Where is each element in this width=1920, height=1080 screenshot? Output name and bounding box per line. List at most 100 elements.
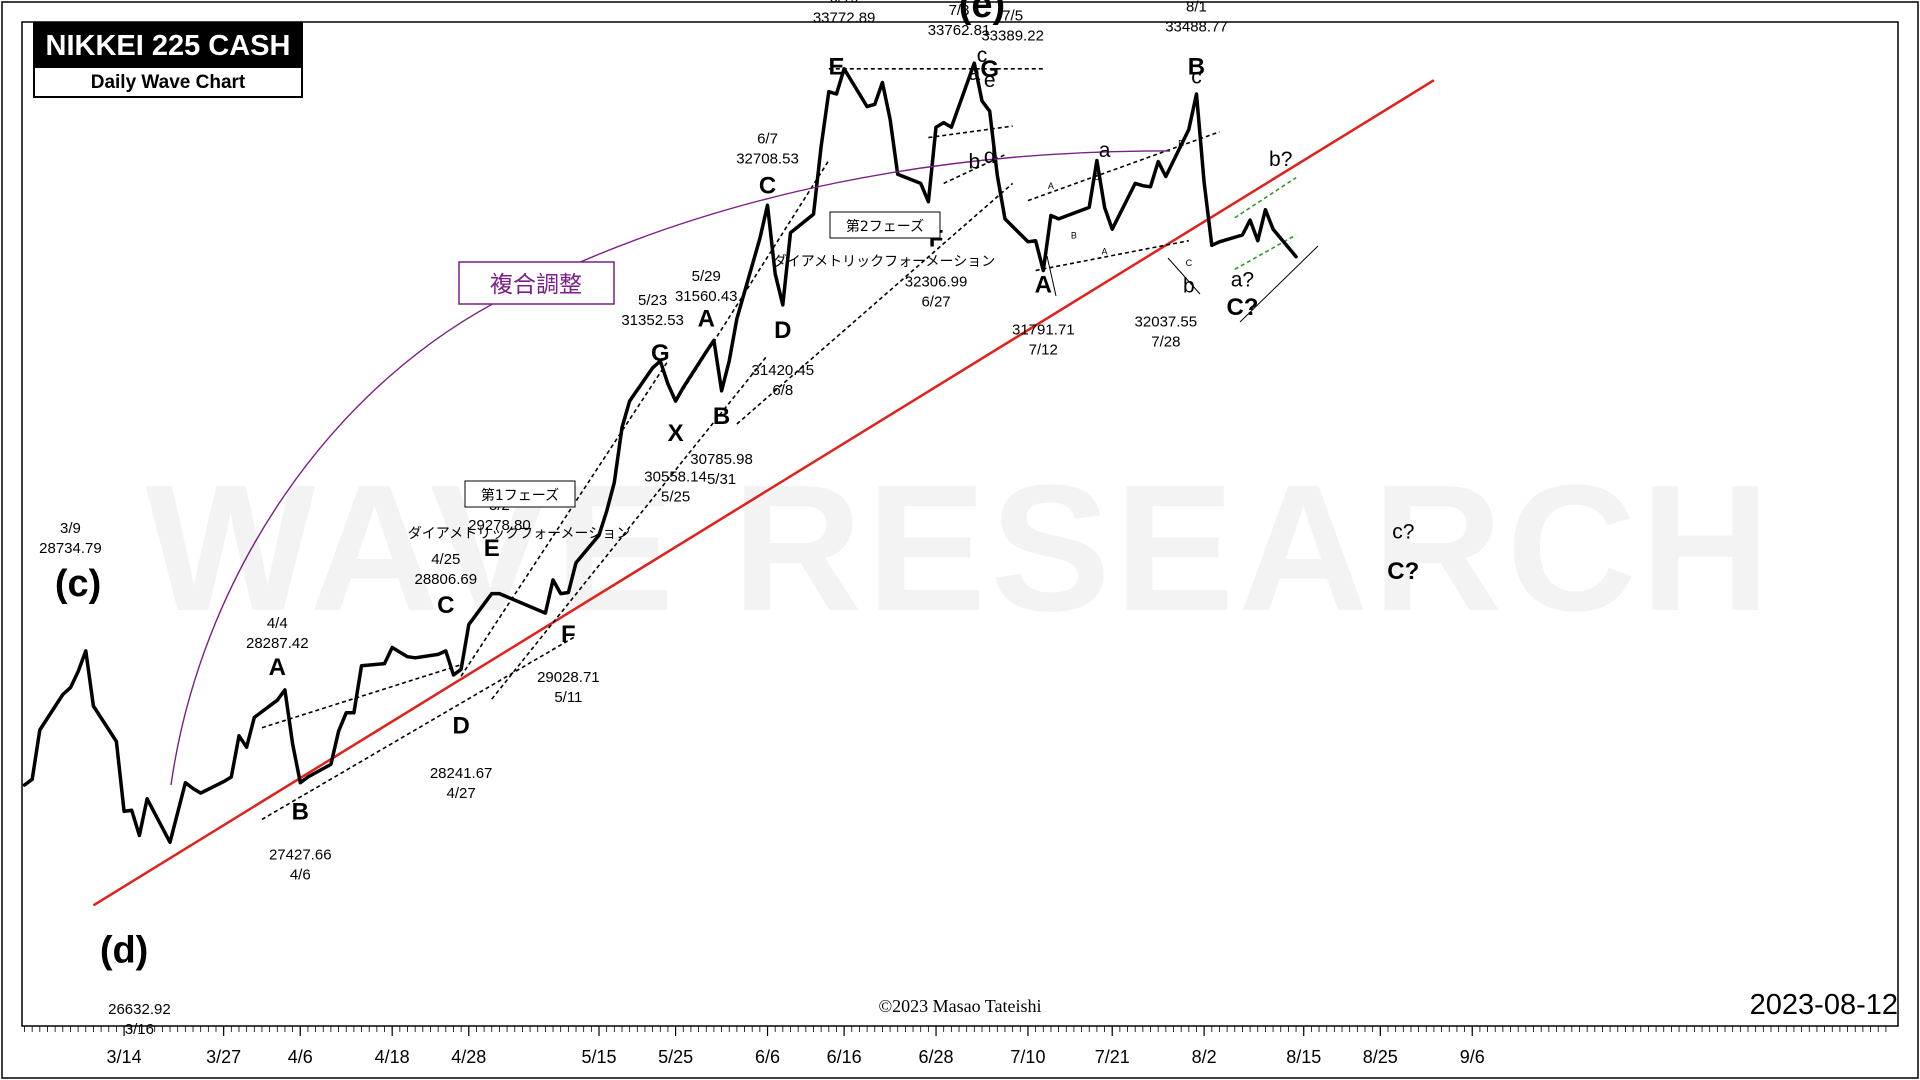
annot-value-1: 26632.92 [108, 1001, 171, 1018]
wave-label-6: C [437, 592, 454, 619]
wave-label-12: A [698, 306, 715, 333]
annot-date-12: 6/7 [757, 130, 778, 147]
annot-value-13: 31420.45 [752, 362, 815, 379]
chart-title: NIKKEI 225 CASH [35, 24, 301, 68]
guide-line-3 [491, 354, 769, 700]
annotation-layer: 3/928734.7926632.923/164/428287.4227427.… [39, 0, 1228, 1038]
wave-label-32: c? [1392, 521, 1414, 544]
phase2-box [829, 211, 941, 239]
annot-date-17: 7/5 [1002, 8, 1023, 25]
phase-boxes: 複合調整 第1フェーズ ダイアメトリックフォーメーション 第2フェーズ ダイアメ… [408, 211, 995, 542]
wave-label-16: E [828, 54, 844, 81]
x-tick-label-3: 4/18 [375, 1047, 410, 1067]
annot-date-8: 5/23 [638, 292, 667, 309]
guide-lines-layer [261, 67, 1297, 821]
wave-label-19: A [1035, 271, 1052, 298]
x-tick-label-13: 8/15 [1286, 1047, 1321, 1067]
annot-value-0: 28734.79 [39, 540, 102, 557]
guide-line-5 [736, 182, 1014, 425]
price-line-0 [22, 61, 1298, 845]
wave-label-8: E [484, 535, 500, 562]
annot-value-2: 28287.42 [246, 635, 309, 652]
annot-date-19: 7/28 [1151, 334, 1180, 351]
x-tick-label-9: 6/28 [919, 1047, 954, 1067]
annot-value-8: 31352.53 [621, 312, 684, 329]
green-guide-0 [1234, 176, 1297, 219]
annot-date-2: 4/4 [267, 615, 288, 632]
phase2-diametric: ダイアメトリックフォーメーション [773, 254, 995, 270]
wave-labels-layer: (c)(d)(D)/(I)(e)ABCDEFGXABCDEFGABabcdeab… [55, 0, 1419, 972]
annot-value-7: 29028.71 [537, 669, 600, 686]
x-tick-label-0: 3/14 [107, 1047, 142, 1067]
annot-value-18: 31791.71 [1012, 322, 1075, 339]
annot-date-16: 7/3 [949, 2, 970, 19]
annot-date-0: 3/9 [60, 520, 81, 537]
annot-date-5: 4/27 [447, 785, 476, 802]
wave-label-21: a [968, 62, 980, 85]
annot-date-7: 5/11 [554, 689, 582, 706]
phase2-label: 第2フェーズ [846, 218, 924, 235]
price-series-layer [22, 61, 1298, 845]
annot-value-4: 28806.69 [415, 571, 478, 588]
guide-line-10 [1035, 239, 1189, 272]
wave-label-20: B [1188, 54, 1205, 81]
annot-value-6: 29278.80 [468, 517, 531, 534]
wave-label-9: F [561, 621, 576, 648]
wave-label-5: B [292, 798, 309, 825]
wave-label-31: C? [1226, 294, 1258, 321]
wave-label-7: D [452, 712, 469, 739]
annot-value-19: 32037.55 [1135, 314, 1198, 331]
x-tick-label-6: 5/25 [658, 1047, 693, 1067]
mini-label-5: C [1186, 258, 1193, 268]
phase1-box [464, 480, 576, 508]
fukugou-label: 複合調整 [490, 272, 582, 298]
annot-date-3: 4/6 [290, 867, 311, 884]
wave-label-22: b [968, 150, 980, 173]
date-stamp: 2023-08-12 [1750, 989, 1898, 1021]
annot-value-15: 32306.99 [905, 274, 968, 291]
wave-label-28: c [1191, 66, 1202, 89]
trendline-layer [92, 79, 1435, 907]
annot-date-10: 5/29 [692, 268, 721, 285]
annot-value-20: 33488.77 [1165, 18, 1228, 35]
x-tick-label-4: 4/28 [451, 1047, 486, 1067]
wave-label-15: D [774, 317, 791, 344]
watermark: WAVE RESEARCH [146, 448, 1775, 649]
red-trendline [92, 79, 1435, 907]
wave-label-29: a? [1231, 269, 1254, 292]
wave-label-33: C? [1387, 558, 1419, 585]
wave-label-4: A [269, 654, 286, 681]
annot-value-5: 28241.67 [430, 765, 493, 782]
arrow-75 [1239, 245, 1319, 323]
mini-label-3: A [1102, 246, 1108, 256]
annot-value-9: 30558.14 [644, 468, 707, 485]
mini-label-2: C [1094, 172, 1101, 182]
wave-label-18: G [980, 56, 999, 83]
guide-line-9 [1027, 131, 1220, 202]
annot-value-12: 32708.53 [736, 150, 799, 167]
mini-label-1: B [1071, 230, 1077, 240]
annot-value-3: 27427.66 [269, 847, 332, 864]
wave-label-11: X [668, 420, 684, 447]
x-tick-label-5: 5/15 [581, 1047, 616, 1067]
copyright: ©2023 Masao Tateishi [878, 996, 1041, 1016]
plot-border [21, 21, 1899, 1027]
wave-label-14: C [759, 173, 776, 200]
mini-label-0: A [1048, 181, 1054, 191]
annot-date-15: 6/27 [921, 294, 950, 311]
phase1-diametric: ダイアメトリックフォーメーション [408, 526, 630, 542]
annot-value-16: 33762.81 [928, 22, 991, 39]
x-tick-label-11: 7/21 [1095, 1047, 1130, 1067]
annot-date-14: 6/19 [830, 0, 859, 6]
wave-label-0: (c) [55, 563, 101, 605]
wave-label-1: (d) [100, 930, 149, 972]
x-tick-label-14: 8/25 [1363, 1047, 1398, 1067]
x-tick-label-10: 7/10 [1010, 1047, 1045, 1067]
x-tick-label-8: 6/16 [827, 1047, 862, 1067]
wave-label-10: G [651, 340, 670, 367]
annot-date-4: 4/25 [431, 551, 460, 568]
wave-label-13: B [713, 403, 730, 430]
phase1-label: 第1フェーズ [481, 487, 559, 504]
wave-label-24: d [984, 145, 996, 168]
x-tick-label-7: 6/6 [755, 1047, 780, 1067]
